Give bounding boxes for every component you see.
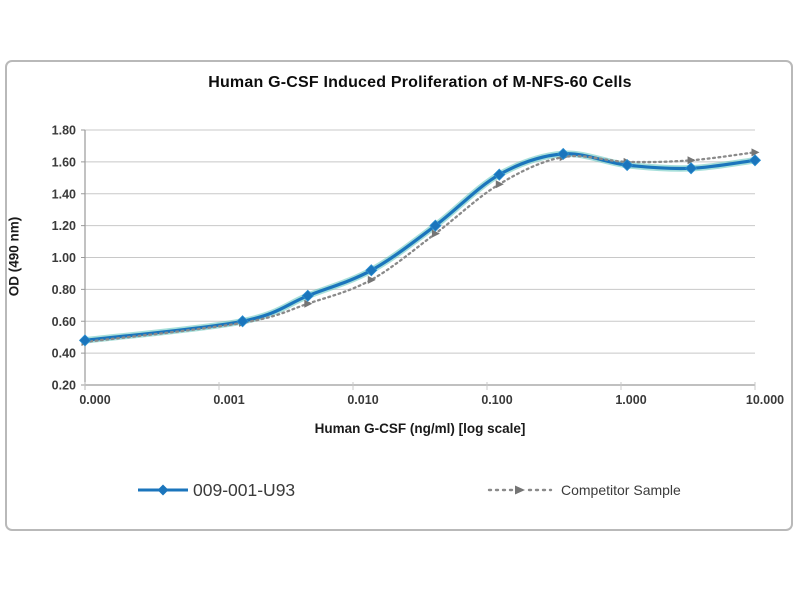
x-axis-title: Human G-CSF (ng/ml) [log scale] [314, 421, 526, 436]
x-tick-label: 1.000 [615, 393, 646, 407]
y-axis-title: OD (490 nm) [6, 216, 22, 297]
competitor-data-marker [687, 156, 696, 165]
y-tick-label: 0.80 [52, 283, 76, 297]
y-tick-label: 1.80 [52, 124, 76, 138]
x-tick-label: 0.010 [347, 393, 378, 407]
series-line-product [84, 152, 756, 342]
series-line-competitor [83, 151, 757, 344]
x-tick-label: 10.000 [746, 393, 784, 407]
legend-item-competitor: Competitor Sample [487, 476, 681, 504]
competitor-data-marker [495, 180, 504, 189]
figure-panel [5, 60, 793, 531]
y-tick-label: 1.20 [52, 219, 76, 233]
legend: 009-001-U93 Competitor Sample [0, 476, 800, 504]
x-tick-label: 0.100 [481, 393, 512, 407]
product-series-legend-line-icon [138, 484, 188, 496]
product-data-marker [557, 147, 570, 160]
product-data-marker [621, 158, 634, 172]
legend-label-competitor: Competitor Sample [561, 482, 681, 498]
legend-item-product: 009-001-U93 [137, 476, 295, 504]
product-data-marker [748, 154, 762, 167]
x-tick-label: 0.000 [79, 393, 110, 407]
series-glow-product [84, 150, 756, 344]
chart-title: Human G-CSF Induced Proliferation of M-N… [208, 74, 632, 91]
competitor-data-marker [431, 229, 440, 238]
product-data-marker [493, 168, 506, 181]
competitor-series-legend-line-icon [487, 485, 553, 495]
competitor-data-marker [367, 275, 376, 284]
competitor-data-marker [304, 299, 313, 308]
y-tick-label: 1.60 [52, 155, 76, 169]
product-data-marker [236, 315, 249, 328]
product-data-marker [365, 264, 378, 277]
legend-label-product: 009-001-U93 [193, 479, 296, 500]
y-tick-label: 1.00 [52, 251, 76, 265]
product-data-marker [684, 162, 698, 175]
y-tick-label: 0.60 [52, 315, 76, 329]
y-tick-label: 1.40 [52, 187, 76, 201]
competitor-data-marker [751, 148, 760, 157]
product-data-marker [301, 289, 314, 302]
product-data-marker [78, 334, 92, 347]
y-tick-label: 0.20 [52, 379, 76, 393]
y-tick-label: 0.40 [52, 347, 76, 361]
x-tick-label: 0.001 [213, 393, 244, 407]
product-data-marker [429, 219, 442, 232]
